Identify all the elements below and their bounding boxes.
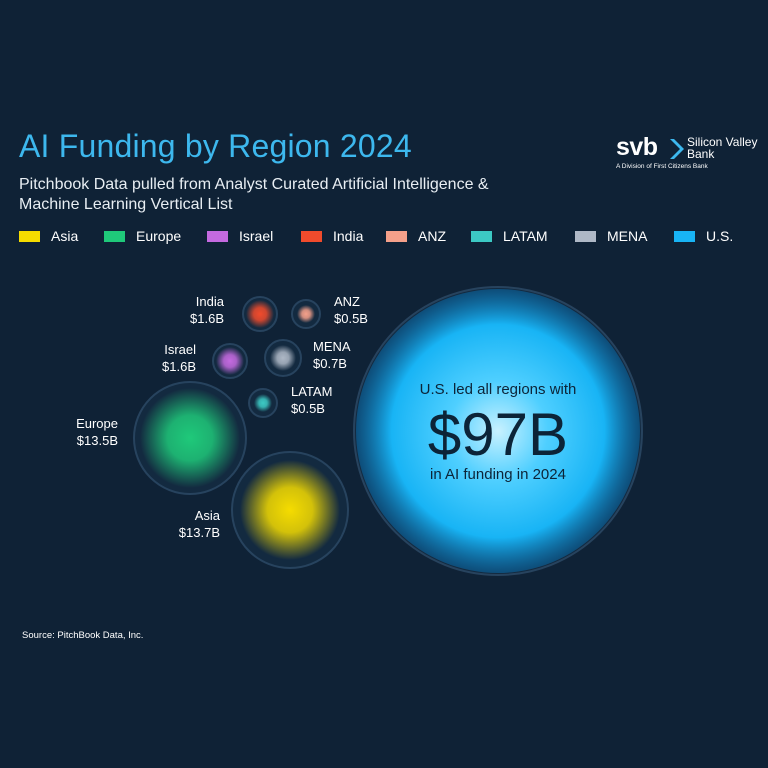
bubble-name-anz: ANZ	[334, 294, 360, 309]
bubble-india	[242, 296, 278, 332]
legend-label: Europe	[136, 228, 182, 244]
svb-logo: svb Silicon Valley Bank A Division of Fi…	[616, 133, 757, 175]
callout-line2: in AI funding in 2024	[430, 466, 566, 483]
legend-swatch	[674, 231, 695, 242]
callout-value: $97B	[428, 401, 568, 468]
logo-division: A Division of First Citizens Bank	[616, 163, 708, 170]
legend-swatch	[386, 231, 407, 242]
legend-swatch	[575, 231, 596, 242]
source-note: Source: PitchBook Data, Inc.	[22, 630, 144, 641]
bubble-us	[353, 286, 643, 576]
logo-name: Silicon Valley Bank	[687, 136, 767, 160]
legend-label: Asia	[51, 228, 79, 244]
page-title: AI Funding by Region 2024	[19, 128, 412, 164]
bubble-israel	[212, 343, 248, 379]
bubble-value-mena: $0.7B	[313, 356, 347, 371]
bubble-glow-europe	[140, 388, 240, 488]
page-subtitle: Pitchbook Data pulled from Analyst Curat…	[19, 176, 489, 213]
bubble-glow-israel	[216, 347, 244, 375]
bubble-glow-anz	[297, 305, 315, 323]
bubble-europe	[133, 381, 247, 495]
bubble-name-mena: MENA	[313, 339, 351, 354]
bubble-value-asia: $13.7B	[179, 525, 220, 540]
bubble-mena	[264, 339, 302, 377]
bubble-name-europe: Europe	[76, 416, 118, 431]
bubble-value-india: $1.6B	[190, 311, 224, 326]
legend-label: India	[333, 228, 364, 244]
bubble-glow-us	[356, 289, 640, 573]
legend-swatch	[207, 231, 228, 242]
legend: Asia Europe Israel India ANZ LATAM MENA U.S.	[0, 227, 768, 247]
bubble-name-israel: Israel	[164, 342, 196, 357]
bubble-name-india: India	[196, 294, 225, 309]
bubble-value-latam: $0.5B	[291, 401, 325, 416]
bubble-name-asia: Asia	[195, 508, 221, 523]
logo-name-line2: Bank	[687, 147, 715, 161]
bubble-glow-latam	[254, 394, 272, 412]
bubble-value-anz: $0.5B	[334, 311, 368, 326]
bubble-latam	[248, 388, 278, 418]
chevron-right-icon	[670, 139, 684, 159]
legend-label: U.S.	[706, 228, 734, 244]
bubble-glow-mena	[270, 345, 296, 371]
callout-line1: U.S. led all regions with	[420, 381, 577, 398]
bubble-value-israel: $1.6B	[162, 359, 196, 374]
logo-name-line1: Silicon Valley	[687, 135, 758, 149]
bubble-glow-india	[246, 300, 274, 328]
legend-swatch	[104, 231, 125, 242]
legend-swatch	[471, 231, 492, 242]
bubble-value-europe: $13.5B	[77, 433, 118, 448]
bubble-glow-asia	[240, 460, 340, 560]
legend-label: MENA	[607, 228, 648, 244]
bubble-asia	[231, 451, 349, 569]
legend-swatch	[19, 231, 40, 242]
bubble-name-latam: LATAM	[291, 384, 332, 399]
legend-label: ANZ	[418, 228, 446, 244]
bubble-anz	[291, 299, 321, 329]
legend-label: Israel	[239, 228, 274, 244]
logo-mark: svb	[616, 133, 658, 161]
legend-swatch	[301, 231, 322, 242]
legend-label: LATAM	[503, 228, 548, 244]
